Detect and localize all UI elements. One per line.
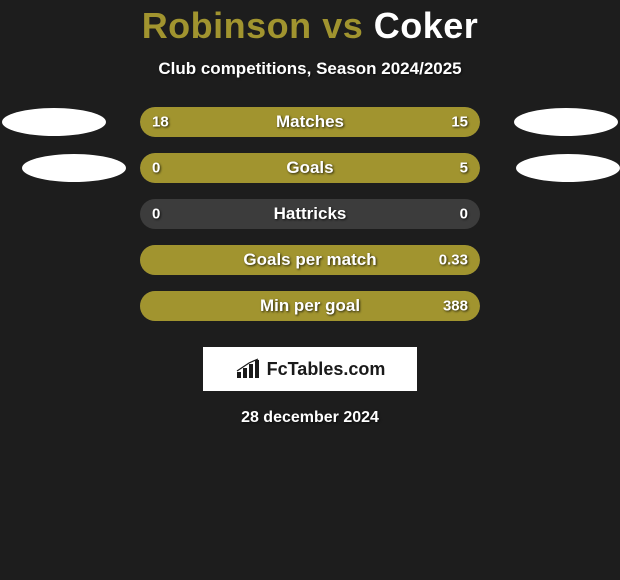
- stat-label: Matches: [276, 112, 344, 132]
- stat-row: 0 Goals 5: [0, 153, 620, 183]
- comparison-card: Robinson vs Coker Club competitions, Sea…: [0, 0, 620, 580]
- bar-fill-left: [140, 153, 201, 183]
- brand-badge: FcTables.com: [203, 347, 417, 391]
- stat-bar: 18 Matches 15: [140, 107, 480, 137]
- stat-value-right: 0: [460, 206, 468, 223]
- stat-value-right: 5: [460, 160, 468, 177]
- stat-row: 18 Matches 15: [0, 107, 620, 137]
- stat-value-left: 0: [152, 160, 160, 177]
- player2-marker: [516, 154, 620, 182]
- subtitle: Club competitions, Season 2024/2025: [0, 59, 620, 79]
- stat-row: Goals per match 0.33: [0, 245, 620, 275]
- bar-chart-icon: [235, 358, 261, 380]
- player2-name: Coker: [374, 5, 479, 46]
- date-line: 28 december 2024: [0, 409, 620, 427]
- player1-marker: [2, 108, 106, 136]
- stat-row: 0 Hattricks 0: [0, 199, 620, 229]
- stat-value-left: 0: [152, 206, 160, 223]
- player1-marker: [22, 154, 126, 182]
- stat-bar: Goals per match 0.33: [140, 245, 480, 275]
- stat-label: Min per goal: [260, 296, 360, 316]
- stats-chart: 18 Matches 15 0 Goals 5 0 Hattricks 0 Goals per m…: [0, 107, 620, 321]
- stat-label: Goals per match: [243, 250, 376, 270]
- stat-label: Hattricks: [274, 204, 347, 224]
- stat-label: Goals: [286, 158, 333, 178]
- stat-bar: 0 Goals 5: [140, 153, 480, 183]
- player2-marker: [514, 108, 618, 136]
- stat-value-right: 388: [443, 298, 468, 315]
- page-title: Robinson vs Coker: [0, 5, 620, 47]
- stat-bar: Min per goal 388: [140, 291, 480, 321]
- stat-value-right: 15: [451, 114, 468, 131]
- stat-value-left: 18: [152, 114, 169, 131]
- player1-name: Robinson: [142, 5, 312, 46]
- brand-text: FcTables.com: [267, 359, 386, 380]
- vs-separator: vs: [322, 5, 363, 46]
- stat-value-right: 0.33: [439, 252, 468, 269]
- bar-fill-right: [201, 153, 480, 183]
- stat-bar: 0 Hattricks 0: [140, 199, 480, 229]
- stat-row: Min per goal 388: [0, 291, 620, 321]
